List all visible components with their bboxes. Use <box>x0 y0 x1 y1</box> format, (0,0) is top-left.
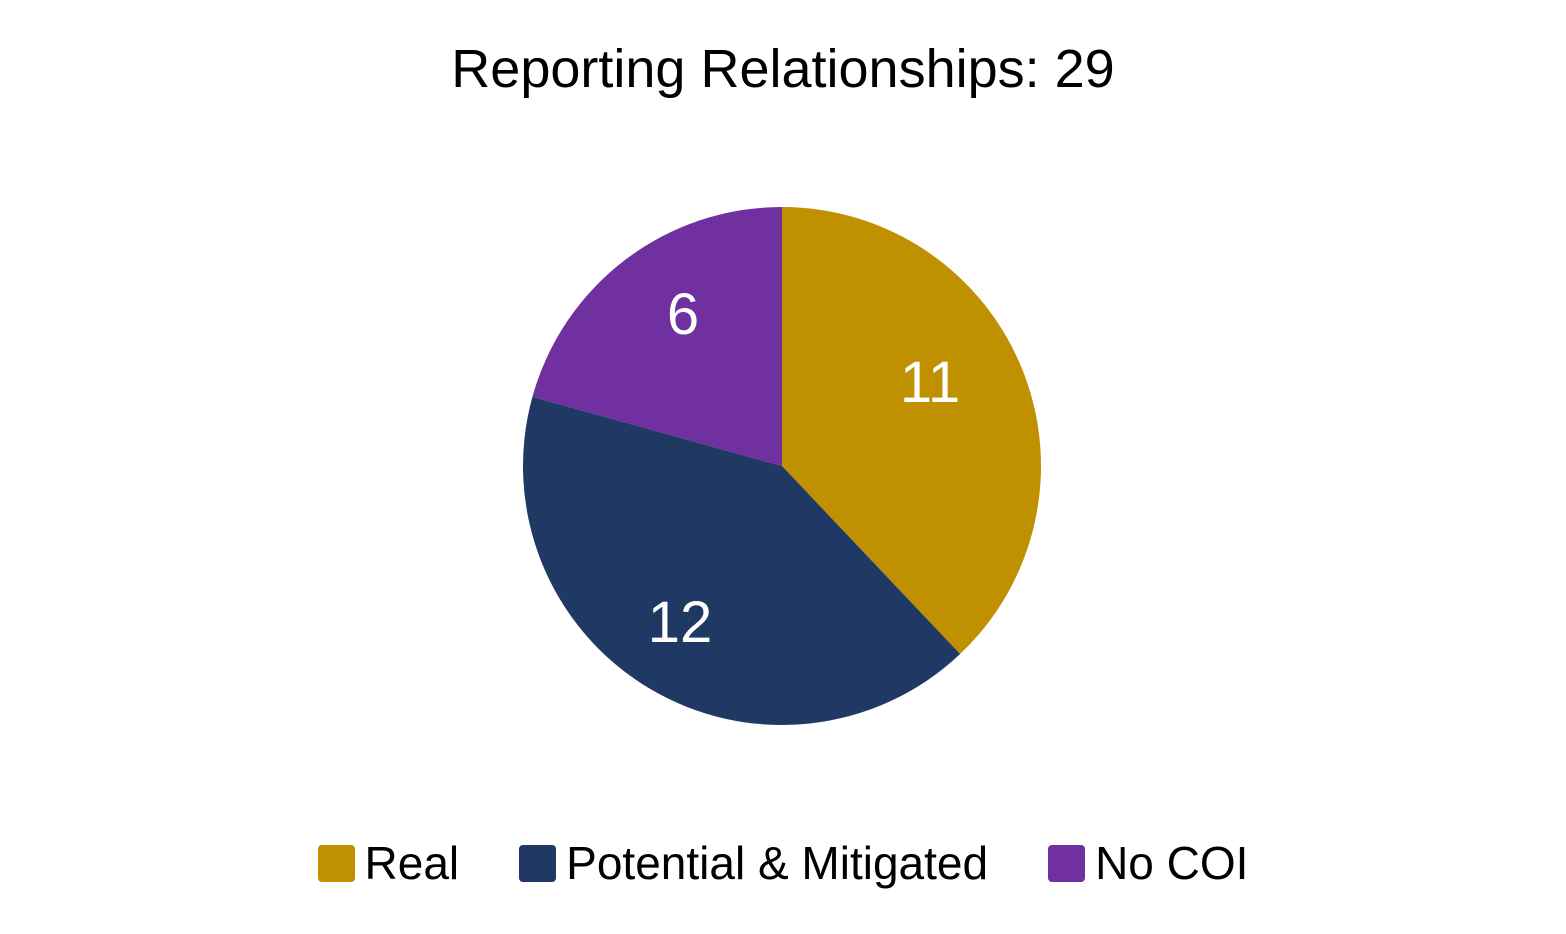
pie-slice-no-coi <box>532 207 782 466</box>
data-label: 6 <box>667 282 699 347</box>
data-label: 12 <box>648 590 713 655</box>
data-label: 11 <box>900 350 960 415</box>
legend-swatch-potential-mitigated <box>519 844 557 882</box>
legend-item-potential-mitigated: Potential & Mitigated <box>519 836 988 890</box>
legend-label: Real <box>364 837 460 889</box>
legend-swatch-no-coi <box>1048 844 1086 882</box>
legend: Real Potential & Mitigated No COI <box>0 836 1566 890</box>
pie-slice-real <box>782 207 1042 655</box>
pie-slice-potential-mitigated <box>523 396 961 725</box>
legend-label: Potential & Mitigated <box>566 837 989 889</box>
legend-label: No COI <box>1095 837 1249 889</box>
chart-title: Reporting Relationships: 29 <box>451 39 1115 99</box>
legend-item-no-coi: No COI <box>1048 836 1248 890</box>
legend-item-real: Real <box>317 836 460 890</box>
legend-swatch-real <box>317 844 355 882</box>
